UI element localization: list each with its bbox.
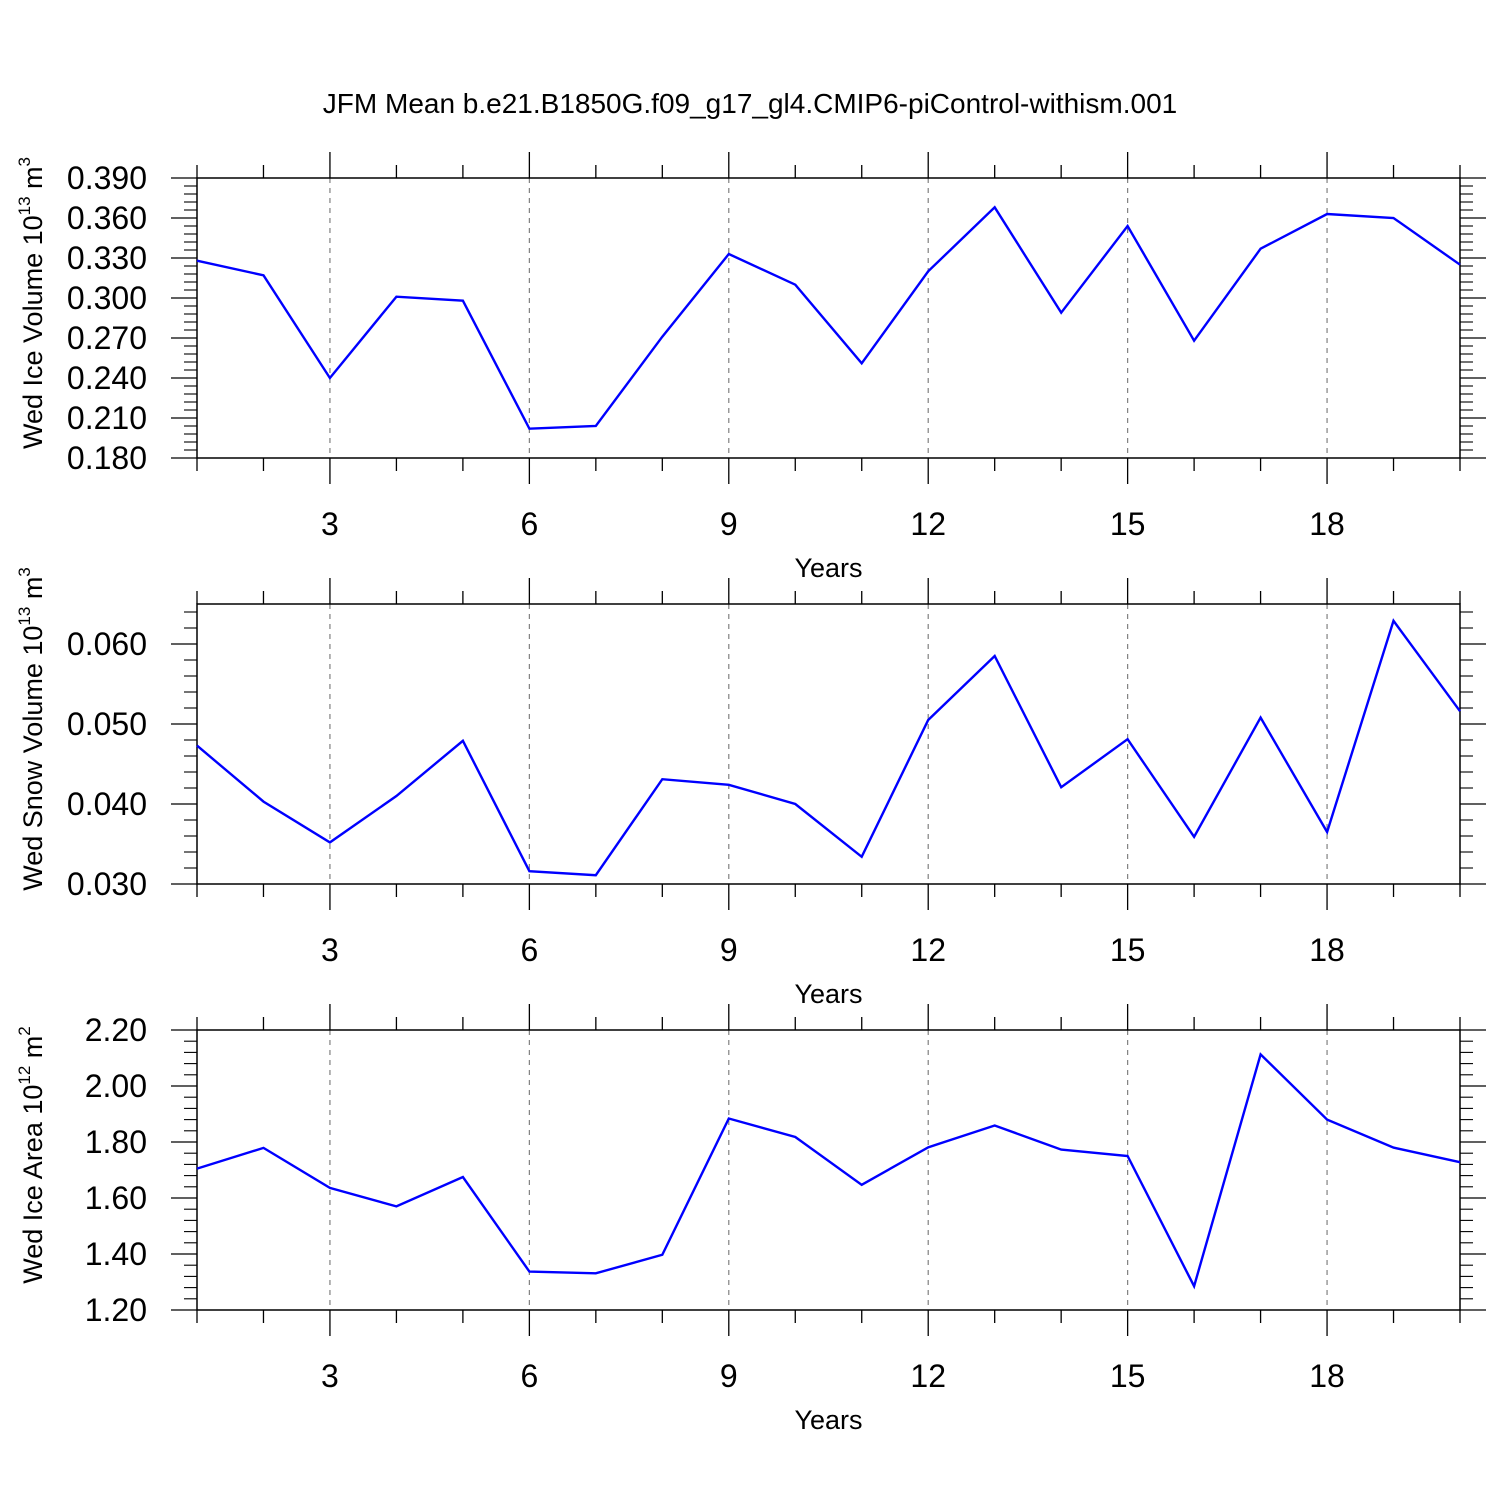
- chart-panel-1: 3 6 9 12 15 18 0.180 0.210 0.240 0.270 0.300 0.330 0…: [15, 152, 1486, 583]
- y-tick-label: 0.030: [67, 866, 147, 902]
- chart-panel-3: 3 6 9 12 15 18 1.20 1.40 1.60 1.80 2.00 2.20 Years We…: [15, 1004, 1486, 1435]
- x-tick-label: 9: [720, 506, 738, 542]
- chart-title: JFM Mean b.e21.B1850G.f09_g17_gl4.CMIP6-…: [323, 88, 1177, 119]
- y-tick-label: 1.20: [85, 1292, 147, 1328]
- plot-frame: [196, 603, 1461, 885]
- y-tick-label: 1.40: [85, 1236, 147, 1272]
- y-tick-label: 1.60: [85, 1180, 147, 1216]
- y-axis-label: Wed Ice Volume 1013 m3: [15, 157, 48, 449]
- x-axis-label: Years: [794, 1405, 862, 1435]
- x-tick-label: 3: [321, 506, 339, 542]
- y-tick-label: 2.20: [85, 1012, 147, 1048]
- y-tick-label: 0.300: [67, 280, 147, 316]
- plot-frame: [196, 1029, 1461, 1311]
- series-line: [196, 618, 1461, 877]
- x-tick-label: 6: [520, 932, 538, 968]
- y-tick-label: 0.240: [67, 360, 147, 396]
- x-tick-label: 12: [910, 1358, 946, 1394]
- x-axis-label: Years: [794, 979, 862, 1009]
- x-tick-label: 3: [321, 1358, 339, 1394]
- y-tick-label: 0.360: [67, 200, 147, 236]
- x-tick-label: 18: [1309, 1358, 1345, 1394]
- y-tick-label: 0.270: [67, 320, 147, 356]
- y-tick-label: 0.390: [67, 160, 147, 196]
- x-tick-label: 18: [1309, 506, 1345, 542]
- x-tick-label: 12: [910, 506, 946, 542]
- x-tick-label: 6: [520, 1358, 538, 1394]
- y-tick-label: 0.050: [67, 706, 147, 742]
- y-tick-label: 0.040: [67, 786, 147, 822]
- x-tick-label: 12: [910, 932, 946, 968]
- y-tick-label: 1.80: [85, 1124, 147, 1160]
- y-tick-label: 0.210: [67, 400, 147, 436]
- x-tick-label: 6: [520, 506, 538, 542]
- y-tick-label: 0.180: [67, 440, 147, 476]
- x-tick-label: 15: [1110, 932, 1146, 968]
- y-tick-label: 0.330: [67, 240, 147, 276]
- x-tick-label: 15: [1110, 506, 1146, 542]
- y-tick-label: 0.060: [67, 626, 147, 662]
- x-tick-label: 18: [1309, 932, 1345, 968]
- x-axis-label: Years: [794, 553, 862, 583]
- x-tick-label: 9: [720, 1358, 738, 1394]
- y-axis-label: Wed Ice Area 1012 m2: [15, 1026, 48, 1284]
- plot-frame: [196, 177, 1461, 459]
- x-tick-label: 3: [321, 932, 339, 968]
- series-line: [196, 1052, 1461, 1290]
- chart-panel-2: 3 6 9 12 15 18 0.030 0.040 0.050 0.060 Years Wed Sn…: [15, 567, 1486, 1009]
- y-tick-label: 2.00: [85, 1068, 147, 1104]
- x-tick-label: 15: [1110, 1358, 1146, 1394]
- y-axis-label: Wed Snow Volume 1013 m3: [15, 567, 48, 891]
- series-line: [196, 205, 1461, 430]
- x-tick-label: 9: [720, 932, 738, 968]
